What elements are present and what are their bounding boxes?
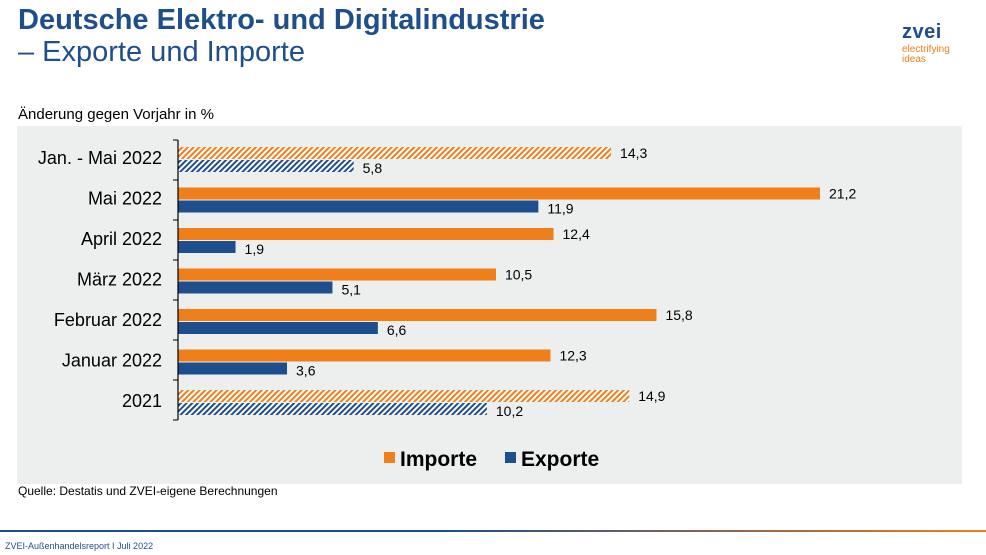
category-label: Mai 2022 [88,189,162,209]
footer-text: ZVEI-Außenhandelsreport I Juli 2022 [5,541,154,551]
importe-value-label: 10,5 [505,267,532,283]
category-label: Januar 2022 [62,351,162,371]
legend-swatch-exporte [505,452,516,463]
exporte-bar [178,160,354,172]
chart-title: Änderung gegen Vorjahr in % [18,106,214,123]
category-label: 2021 [122,391,162,411]
title-line-1: Deutsche Elektro- und Digitalindustrie [18,4,545,36]
page-title: Deutsche Elektro- und Digitalindustrie –… [18,4,738,68]
importe-bar [178,228,554,240]
exporte-bar [178,241,236,253]
legend-label-exporte: Exporte [521,448,599,471]
exporte-value-label: 5,8 [363,160,383,176]
exporte-value-label: 11,9 [547,201,573,217]
importe-bar [178,147,612,159]
importe-value-label: 21,2 [829,186,856,202]
importe-value-label: 14,9 [638,388,665,404]
importe-value-label: 15,8 [665,307,692,323]
category-label: April 2022 [81,229,162,249]
category-label: März 2022 [77,270,162,290]
logo-name: zvei [902,21,942,43]
exporte-value-label: 3,6 [296,363,316,379]
exporte-value-label: 6,6 [387,322,407,338]
category-label: Jan. - Mai 2022 [38,148,162,168]
logo-tagline-2: ideas [902,54,926,65]
legend-label-importe: Importe [400,448,477,471]
importe-bar [178,349,551,362]
zvei-logo: zvei electrifying ideas [902,22,950,65]
exporte-bar [178,200,539,213]
source-note: Quelle: Destatis und ZVEI-eigene Berechn… [18,484,278,498]
importe-bar [178,187,820,200]
importe-value-label: 14,3 [620,145,647,161]
title-line-2: – Exporte und Importe [18,36,305,68]
legend-swatch-importe [384,452,395,463]
importe-value-label: 12,4 [563,226,590,242]
footer-divider [0,530,986,532]
exporte-value-label: 10,2 [496,403,523,419]
exporte-value-label: 1,9 [245,241,265,257]
importe-bar [178,390,630,402]
importe-bar [178,309,657,321]
importe-bar [178,268,496,281]
importe-value-label: 12,3 [559,348,586,364]
exporte-bar [178,322,378,334]
chart-area [17,126,962,484]
category-label: Februar 2022 [54,310,162,330]
exporte-bar [178,281,333,294]
logo-tagline-1: electrifying [902,44,950,55]
exporte-bar [178,362,288,375]
exporte-value-label: 5,1 [341,282,361,298]
exporte-bar [178,403,487,415]
